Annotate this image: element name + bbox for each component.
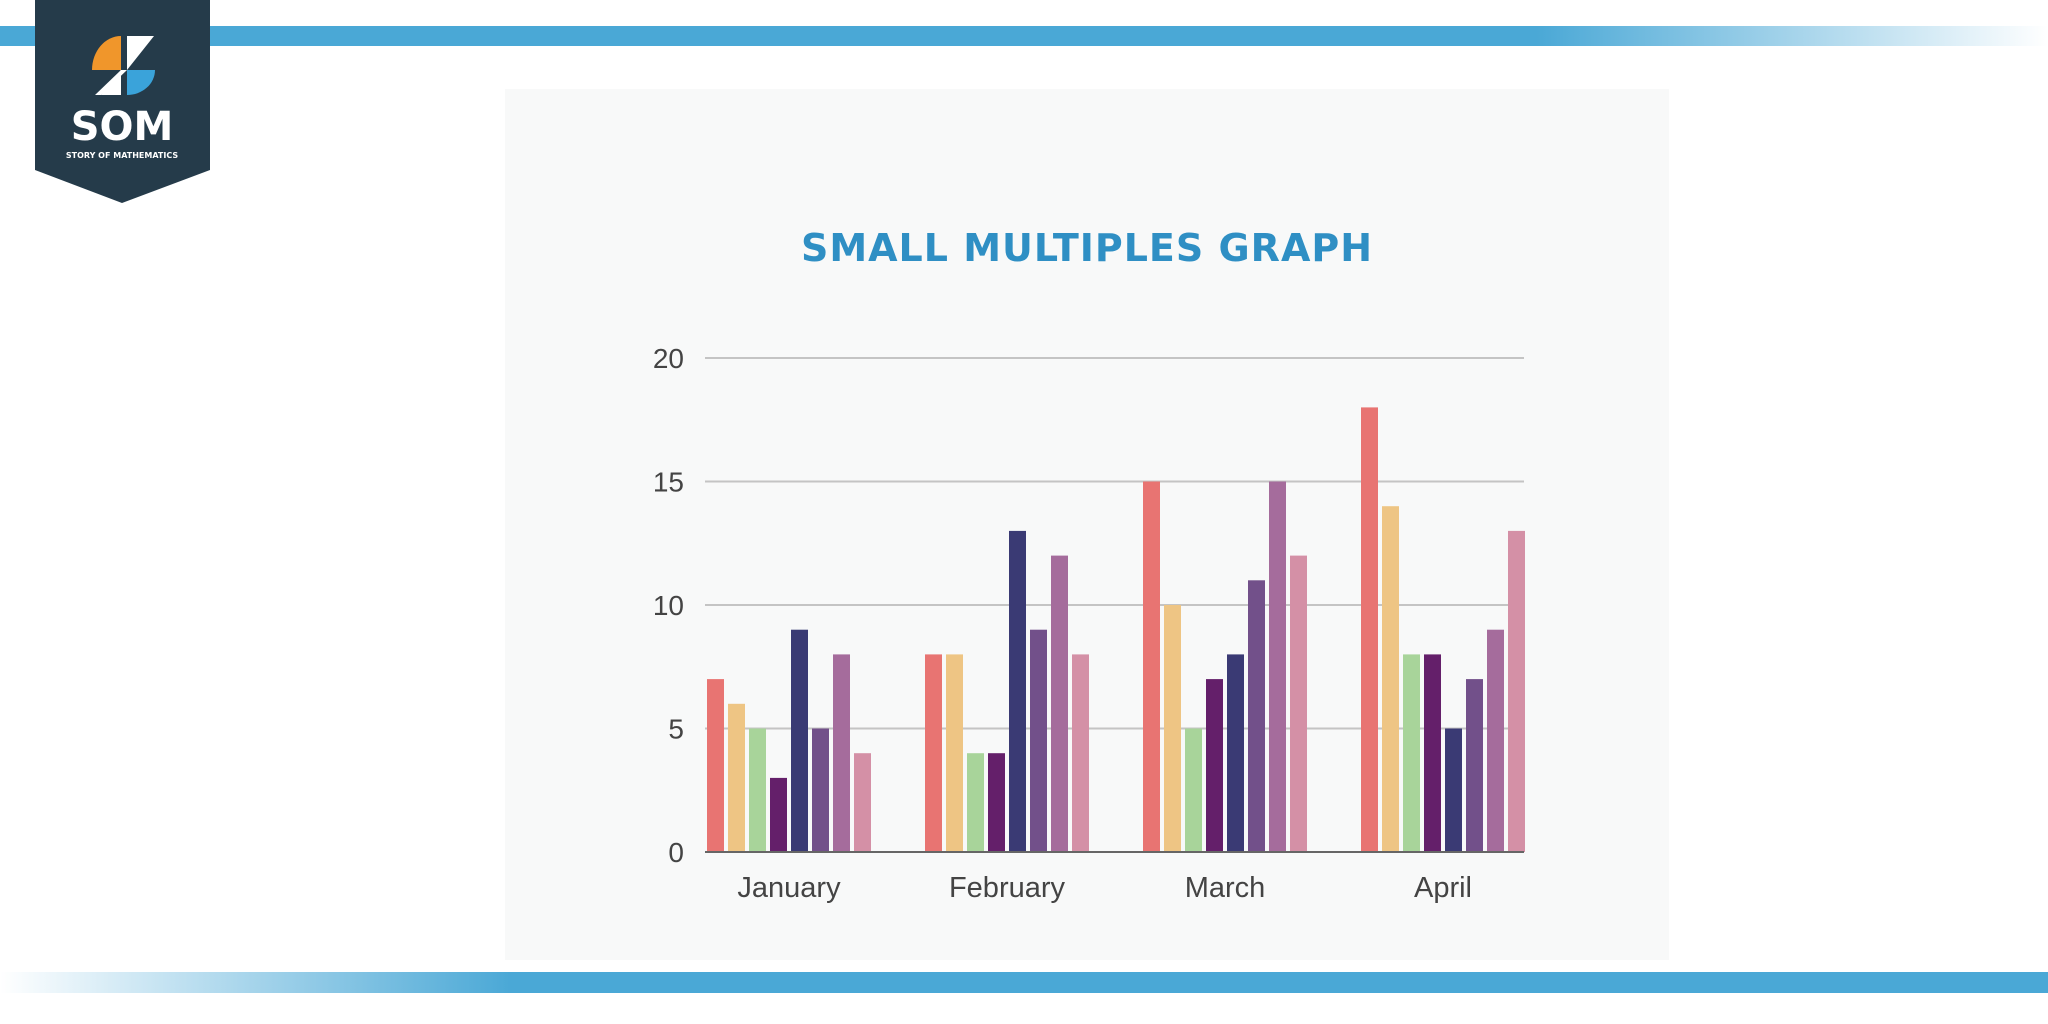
- y-tick-label: 20: [653, 343, 684, 374]
- bar: [749, 728, 766, 852]
- bar: [1227, 654, 1244, 852]
- bar: [728, 703, 745, 852]
- bar: [1382, 506, 1399, 852]
- x-tick-label: April: [1414, 872, 1472, 904]
- x-tick-label: January: [737, 872, 841, 904]
- chart-title: SMALL MULTIPLES GRAPH: [800, 226, 1374, 270]
- svg-text:STORY OF MATHEMATICS: STORY OF MATHEMATICS: [66, 151, 179, 160]
- bar: [812, 728, 829, 852]
- som-logo: SOM STORY OF MATHEMATICS: [35, 0, 210, 203]
- bar: [1185, 728, 1202, 852]
- top-stripe: [0, 26, 2048, 46]
- bar: [707, 679, 724, 852]
- bar: [833, 654, 850, 852]
- bar: [1508, 530, 1525, 852]
- bar: [1248, 580, 1265, 852]
- y-tick-label: 10: [653, 590, 684, 621]
- y-tick-label: 5: [668, 714, 684, 745]
- x-tick-label: February: [949, 872, 1066, 904]
- x-tick-label: March: [1185, 872, 1266, 904]
- bar: [1072, 654, 1089, 852]
- bar: [791, 629, 808, 852]
- bar: [946, 654, 963, 852]
- bar: [988, 753, 1005, 852]
- bar: [1424, 654, 1441, 852]
- bar: [1143, 481, 1160, 852]
- bar: [1030, 629, 1047, 852]
- bar: [1487, 629, 1504, 852]
- y-tick-label: 0: [668, 837, 684, 868]
- bar: [1361, 407, 1378, 852]
- bar: [1445, 728, 1462, 852]
- y-tick-label: 15: [653, 467, 684, 498]
- bar: [925, 654, 942, 852]
- bar: [1403, 654, 1420, 852]
- svg-text:SOM: SOM: [71, 104, 174, 150]
- bar: [1009, 530, 1026, 852]
- bar: [1164, 605, 1181, 852]
- bottom-stripe: [0, 972, 2048, 993]
- bar: [854, 753, 871, 852]
- bar: [1206, 679, 1223, 852]
- bar: [1290, 555, 1307, 852]
- bar: [770, 777, 787, 852]
- bar: [967, 753, 984, 852]
- bar: [1269, 481, 1286, 852]
- bar: [1466, 679, 1483, 852]
- bar: [1051, 555, 1068, 852]
